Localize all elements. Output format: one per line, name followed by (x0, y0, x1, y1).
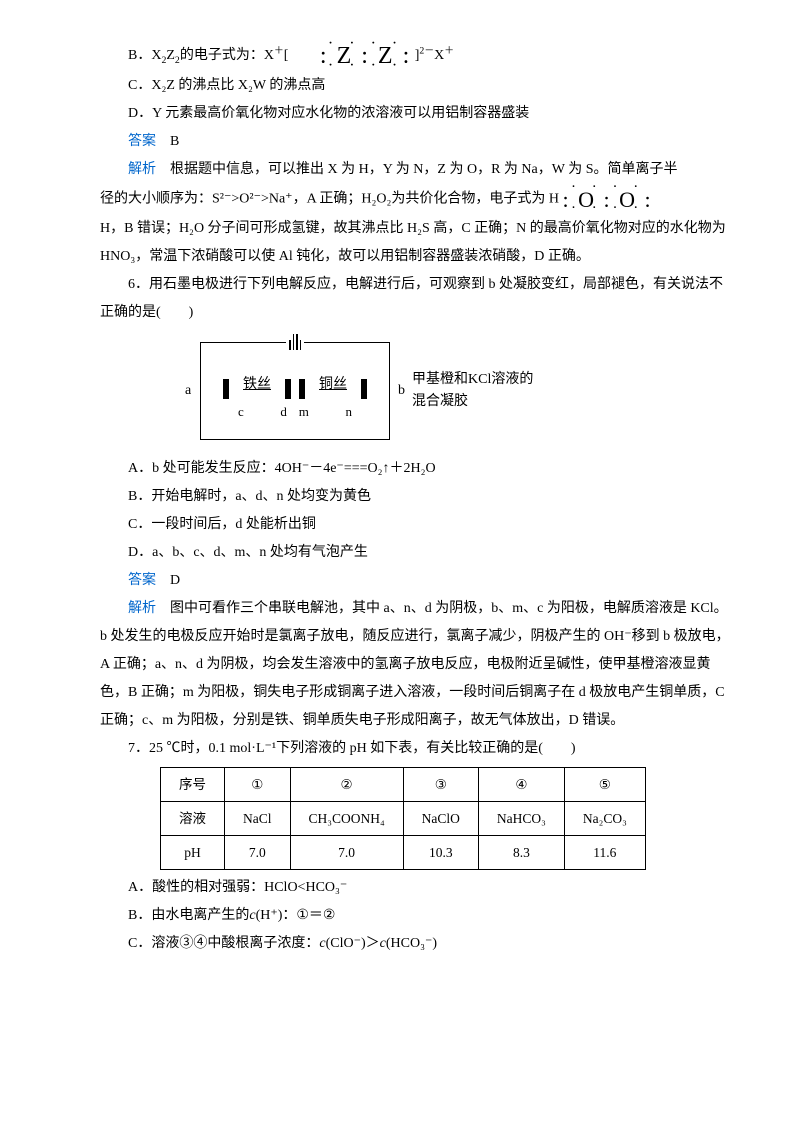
diagram-caption: 甲基橙和KCl溶液的 混合凝胶 (412, 369, 533, 414)
cell: 溶液 (161, 802, 225, 836)
label-d: d (280, 399, 287, 425)
table-row: 序号 ① ② ③ ④ ⑤ (161, 768, 646, 802)
lewis-oo: · · · · : O : O : · · · · (563, 184, 653, 215)
answer-label: 答案 (128, 134, 156, 149)
q7-opt-c: C．溶液③④中酸根离子浓度：c(ClO⁻)＞c(HCO₃⁻) (100, 930, 730, 958)
q6-opt-b: B．开始电解时，a、d、n 处均变为黄色 (100, 483, 730, 511)
explain-text: 图中可看作三个串联电解池，其中 a、n、d 为阴极，b、m、c 为阳极，电解质溶… (100, 601, 730, 728)
cell: CH₃COONH₄ (290, 802, 403, 836)
electrodes: 铁丝 铜丝 (223, 371, 367, 399)
answer-value: B (156, 134, 179, 149)
electrode-bar (285, 379, 291, 399)
explain-label: 解析 (128, 601, 156, 616)
answer-label: 答案 (128, 573, 156, 588)
dots: · · · · (292, 62, 411, 72)
q6-opt-c: C．一段时间后，d 处能析出铜 (100, 511, 730, 539)
battery-icon (286, 334, 304, 350)
sup: 2－ (419, 46, 434, 57)
cell: ④ (478, 768, 564, 802)
sup: ＋ (444, 46, 454, 57)
q7-stem: 7．25 ℃时，0.1 mol·L⁻¹下列溶液的 pH 如下表，有关比较正确的是… (100, 735, 730, 763)
label-n: n (345, 399, 352, 425)
ph-table: 序号 ① ② ③ ④ ⑤ 溶液 NaCl CH₃COONH₄ NaClO NaH… (160, 767, 646, 870)
under-labels: c d m n (223, 399, 367, 425)
cell-box: a b 铁丝 铜丝 c d m n (200, 342, 390, 440)
cell: 序号 (161, 768, 225, 802)
electrode-bar (299, 379, 305, 399)
q5-explain-line3: H，B 错误；H₂O 分子间可形成氢键，故其沸点比 H₂S 高，C 正确；N 的… (100, 215, 730, 271)
q5-opt-d: D．Y 元素最高价氧化物对应水化物的浓溶液可以用铝制容器盛装 (100, 100, 730, 128)
q6-opt-d: D．a、b、c、d、m、n 处均有气泡产生 (100, 539, 730, 567)
cell: 8.3 (478, 836, 564, 870)
lewis-zz: · · · · : Z : Z : · · · · (292, 40, 411, 72)
q6-opt-a: A．b 处可能发生反应：4OH⁻－4e⁻===O₂↑＋2H₂O (100, 455, 730, 483)
explain-text: 径的大小顺序为：S²⁻>O²⁻>Na⁺，A 正确；H₂O₂为共价化合物，电子式为… (100, 192, 559, 207)
cell: NaClO (403, 802, 478, 836)
cell: 11.6 (564, 836, 645, 870)
copper-label: 铜丝 (313, 371, 353, 399)
electrode-bar (223, 379, 229, 399)
q7-opt-b: B．由水电离产生的c(H⁺)：①＝② (100, 902, 730, 930)
text: (H⁺)：①＝② (256, 908, 336, 923)
cell: ⑤ (564, 768, 645, 802)
iron-label: 铁丝 (237, 371, 277, 399)
q7-opt-a: A．酸性的相对强弱：HClO<HCO₃⁻ (100, 874, 730, 902)
text: (ClO⁻)＞ (326, 936, 380, 951)
q5-opt-c: C．X₂Z 的沸点比 X₂W 的沸点高 (100, 72, 730, 100)
cell: NaHCO₃ (478, 802, 564, 836)
text: (HCO₃⁻) (386, 936, 437, 951)
text: B．由水电离产生的 (128, 908, 249, 923)
label-c: c (238, 399, 244, 425)
label-a: a (185, 377, 191, 405)
q5-answer: 答案 B (100, 128, 730, 156)
dots: · · · · (563, 205, 653, 215)
text: Z (166, 48, 175, 63)
q6-stem: 6．用石墨电极进行下列电解反应，电解进行后，可观察到 b 处凝胶变红，局部褪色，… (100, 271, 730, 327)
cell: NaCl (225, 802, 291, 836)
text: [ (284, 48, 289, 63)
cell: ① (225, 768, 291, 802)
q5-opt-b: B．X2Z2的电子式为：X＋[ · · · · : Z : Z : · · · … (100, 40, 730, 72)
q6-answer: 答案 D (100, 567, 730, 595)
table-row: pH 7.0 7.0 10.3 8.3 11.6 (161, 836, 646, 870)
sup: ＋ (274, 46, 284, 57)
caption-1: 甲基橙和KCl溶液的 (412, 372, 533, 387)
explain-text: 根据题中信息，可以推出 X 为 H，Y 为 N，Z 为 O，R 为 Na，W 为… (156, 162, 678, 177)
electrolysis-diagram: a b 铁丝 铜丝 c d m n 甲基橙和KCl溶液的 混合凝胶 (200, 342, 730, 440)
q5-explain-line2: 径的大小顺序为：S²⁻>O²⁻>Na⁺，A 正确；H₂O₂为共价化合物，电子式为… (100, 184, 730, 215)
caption-2: 混合凝胶 (412, 394, 468, 409)
cell: 7.0 (225, 836, 291, 870)
explain-label: 解析 (128, 162, 156, 177)
text: 的电子式为：X (180, 48, 274, 63)
cell: 10.3 (403, 836, 478, 870)
text: X (434, 48, 444, 63)
cell: 7.0 (290, 836, 403, 870)
cell: ② (290, 768, 403, 802)
text: B．X (128, 48, 161, 63)
table-row: 溶液 NaCl CH₃COONH₄ NaClO NaHCO₃ Na₂CO₃ (161, 802, 646, 836)
cell: pH (161, 836, 225, 870)
q6-explain: 解析 图中可看作三个串联电解池，其中 a、n、d 为阴极，b、m、c 为阳极，电… (100, 595, 730, 735)
cell: Na₂CO₃ (564, 802, 645, 836)
text: C．溶液③④中酸根离子浓度： (128, 936, 319, 951)
label-b: b (398, 377, 405, 405)
answer-value: D (156, 573, 180, 588)
electrode-bar (361, 379, 367, 399)
label-m: m (299, 399, 309, 425)
cell: ③ (403, 768, 478, 802)
